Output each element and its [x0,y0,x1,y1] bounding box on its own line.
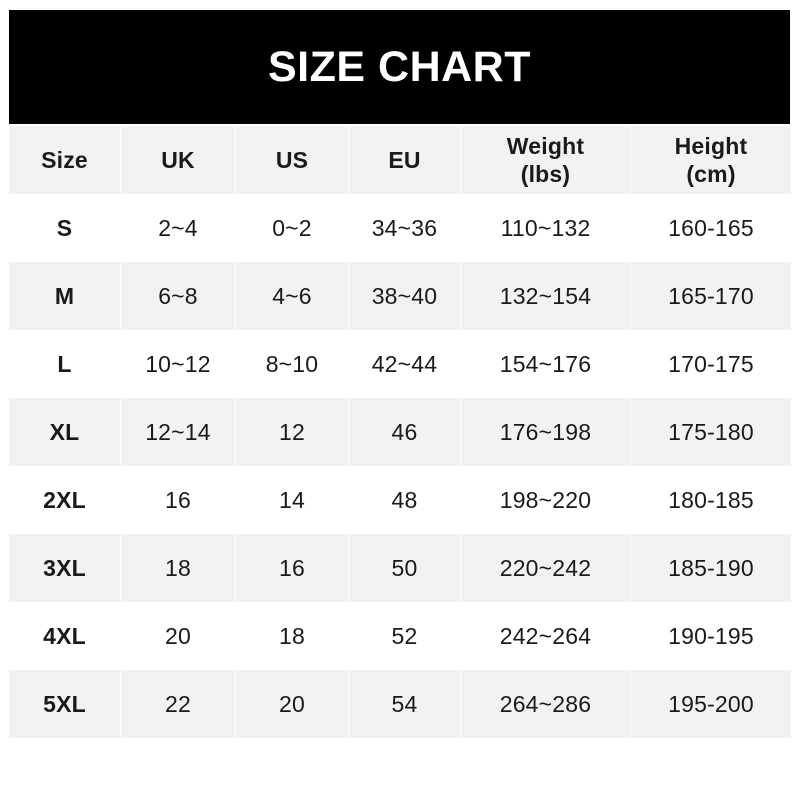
cell-uk: 12~14 [121,398,236,466]
cell-uk: 18 [121,534,236,602]
cell-us: 0~2 [236,194,349,262]
column-header-weight-label: Weight [506,132,585,159]
cell-height: 165-170 [668,282,754,309]
title-banner: SIZE CHART [9,10,790,124]
cell-uk: 2~4 [121,194,236,262]
table-row: 2XL 16 14 48 198~220 180-185 [9,466,791,534]
cell-weight: 110~132 [461,194,631,262]
table-body: S 2~4 0~2 34~36 110~132 160-165 M 6~8 4~… [9,194,791,738]
column-header-size-label: Size [41,146,88,173]
column-header-size: Size [9,126,121,194]
cell-us: 14 [236,466,349,534]
cell-uk: 22 [121,670,236,738]
cell-size: L [9,330,121,398]
cell-height: 180-185 [668,486,754,513]
column-header-eu: EU [349,126,461,194]
page-title: SIZE CHART [268,42,531,91]
cell-us: 18 [236,602,349,670]
cell-size: 5XL [9,670,121,738]
table-row: L 10~12 8~10 42~44 154~176 170-175 [9,330,791,398]
cell-size: XL [9,398,121,466]
cell-eu: 50 [349,534,461,602]
column-header-eu-label: EU [388,146,421,173]
column-header-us-label: US [275,146,309,173]
cell-uk: 20 [121,602,236,670]
cell-us: 16 [236,534,349,602]
cell-eu: 42~44 [349,330,461,398]
column-header-height-unit: (cm) [686,161,736,187]
cell-height: 185-190 [668,554,754,581]
cell-size: S [9,194,121,262]
cell-size: 4XL [9,602,121,670]
cell-us: 20 [236,670,349,738]
table-row: S 2~4 0~2 34~36 110~132 160-165 [9,194,791,262]
cell-uk: 6~8 [121,262,236,330]
cell-us: 12 [236,398,349,466]
table-header: Size UK US EU Weight (lbs) Height (cm) [9,126,791,194]
cell-eu: 52 [349,602,461,670]
cell-size: 2XL [9,466,121,534]
cell-weight: 176~198 [461,398,631,466]
cell-uk: 10~12 [121,330,236,398]
column-header-weight: Weight (lbs) [461,126,631,194]
cell-us: 8~10 [236,330,349,398]
column-header-uk: UK [121,126,236,194]
column-header-weight-unit: (lbs) [520,161,571,187]
column-header-height: Height (cm) [631,126,791,194]
cell-eu: 46 [349,398,461,466]
cell-uk: 16 [121,466,236,534]
table-row: 3XL 18 16 50 220~242 185-190 [9,534,791,602]
cell-height: 195-200 [668,690,754,717]
table-row: 5XL 22 20 54 264~286 195-200 [9,670,791,738]
cell-height: 160-165 [668,214,754,241]
table-row: M 6~8 4~6 38~40 132~154 165-170 [9,262,791,330]
table-header-row: Size UK US EU Weight (lbs) Height (cm) [9,126,791,194]
cell-weight: 264~286 [461,670,631,738]
column-header-us: US [236,126,349,194]
cell-weight: 220~242 [461,534,631,602]
cell-size: M [9,262,121,330]
cell-weight: 242~264 [461,602,631,670]
cell-size: 3XL [9,534,121,602]
column-header-uk-label: UK [161,146,195,173]
cell-height: 170-175 [668,350,754,377]
cell-weight: 198~220 [461,466,631,534]
cell-eu: 54 [349,670,461,738]
cell-height: 175-180 [668,418,754,445]
table-row: XL 12~14 12 46 176~198 175-180 [9,398,791,466]
size-chart-table: Size UK US EU Weight (lbs) Height (cm) [9,126,791,738]
cell-us: 4~6 [236,262,349,330]
cell-eu: 48 [349,466,461,534]
cell-eu: 38~40 [349,262,461,330]
cell-weight: 132~154 [461,262,631,330]
table-row: 4XL 20 18 52 242~264 190-195 [9,602,791,670]
column-header-height-label: Height [674,132,748,159]
cell-eu: 34~36 [349,194,461,262]
cell-weight: 154~176 [461,330,631,398]
cell-height: 190-195 [668,622,754,649]
